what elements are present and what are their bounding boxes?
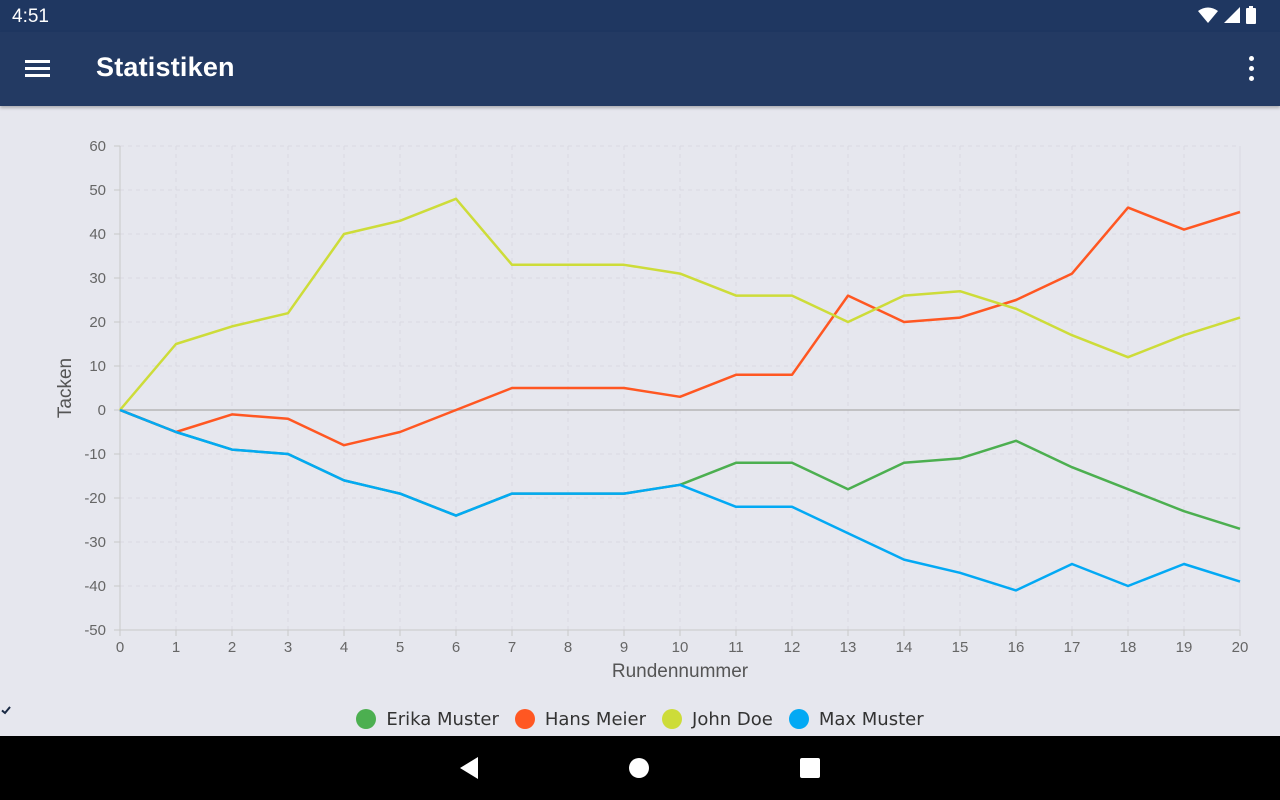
x-tick-label: 20 — [1232, 639, 1249, 656]
recents-square-icon[interactable] — [795, 753, 825, 783]
legend-item-max-muster[interactable]: Max Muster — [1, 706, 924, 730]
y-tick-label: 60 — [89, 138, 106, 155]
y-tick-label: 20 — [89, 314, 106, 331]
x-tick-label: 14 — [896, 639, 913, 656]
x-tick-label: 5 — [396, 639, 404, 656]
x-tick-label: 9 — [620, 639, 628, 656]
cellular-signal-icon — [1224, 7, 1240, 23]
y-tick-label: 40 — [89, 226, 106, 243]
check-icon — [1, 706, 809, 729]
legend-label: Hans Meier — [544, 708, 647, 730]
x-tick-label: 3 — [284, 639, 292, 656]
y-tick-label: -40 — [84, 578, 106, 595]
x-tick-label: 15 — [952, 639, 969, 656]
y-tick-label: 30 — [89, 270, 106, 287]
y-tick-label: -30 — [84, 534, 106, 551]
status-bar: 4:51 — [0, 0, 1280, 32]
series-line-hans-meier — [119, 206, 1241, 447]
y-tick-label: -50 — [84, 622, 106, 639]
page-title: Statistiken — [96, 52, 235, 82]
y-axis-title: Tacken — [55, 358, 76, 418]
x-tick-label: 4 — [340, 639, 348, 656]
x-axis-title: Rundennummer — [612, 661, 749, 682]
x-tick-label: 1 — [172, 639, 180, 656]
legend-label: Erika Muster — [386, 708, 499, 730]
series-line-max-muster — [119, 408, 1241, 592]
app-bar: Statistiken — [0, 32, 1280, 106]
y-tick-label: 10 — [89, 358, 106, 375]
x-tick-label: 18 — [1120, 639, 1137, 656]
status-icons — [1198, 6, 1256, 24]
legend-label: Max Muster — [818, 708, 924, 730]
x-tick-label: 19 — [1176, 639, 1193, 656]
status-time: 4:51 — [12, 6, 49, 27]
legend-item-john-doe[interactable]: John Doe — [1, 706, 773, 730]
check-icon — [1, 706, 683, 729]
y-tick-label: 50 — [89, 182, 106, 199]
y-tick-label: 0 — [98, 402, 106, 419]
check-icon — [1, 706, 535, 729]
legend-item-hans-meier[interactable]: Hans Meier — [1, 706, 647, 730]
y-tick-label: -10 — [84, 446, 106, 463]
chart-area: 60 50 40 30 20 10 0 -10 -20 -30 -40 -50 0 1 2 3 4 5 6 7 8 9 10… — [0, 106, 1280, 736]
grid — [119, 145, 1241, 631]
series-lines — [119, 197, 1241, 592]
x-tick-label: 13 — [840, 639, 857, 656]
x-tick-label: 16 — [1008, 639, 1025, 656]
wifi-icon — [1198, 7, 1218, 23]
series-line-john-doe — [119, 197, 1241, 411]
x-tick-label: 6 — [452, 639, 460, 656]
x-tick-label: 10 — [672, 639, 689, 656]
battery-icon — [1246, 6, 1256, 24]
chart-legend: Erika Muster Hans Meier John Doe Max Muster — [0, 704, 1280, 734]
navigation-bar — [0, 736, 1280, 800]
check-icon — [1, 706, 377, 729]
legend-label: John Doe — [692, 708, 773, 730]
x-tick-label: 11 — [728, 639, 744, 656]
hamburger-menu-icon[interactable] — [22, 54, 54, 84]
home-circle-icon[interactable] — [624, 753, 654, 783]
x-tick-label: 2 — [228, 639, 236, 656]
axes — [114, 145, 1241, 636]
x-tick-label: 8 — [564, 639, 572, 656]
legend-item-erika-muster[interactable]: Erika Muster — [1, 706, 499, 730]
back-triangle-icon[interactable] — [454, 753, 484, 783]
more-vert-icon[interactable] — [1244, 52, 1260, 86]
x-tick-label: 17 — [1064, 639, 1081, 656]
x-tick-label: 0 — [116, 639, 124, 656]
x-tick-label: 12 — [784, 639, 801, 656]
x-tick-label: 7 — [508, 639, 516, 656]
y-tick-label: -20 — [84, 490, 106, 507]
